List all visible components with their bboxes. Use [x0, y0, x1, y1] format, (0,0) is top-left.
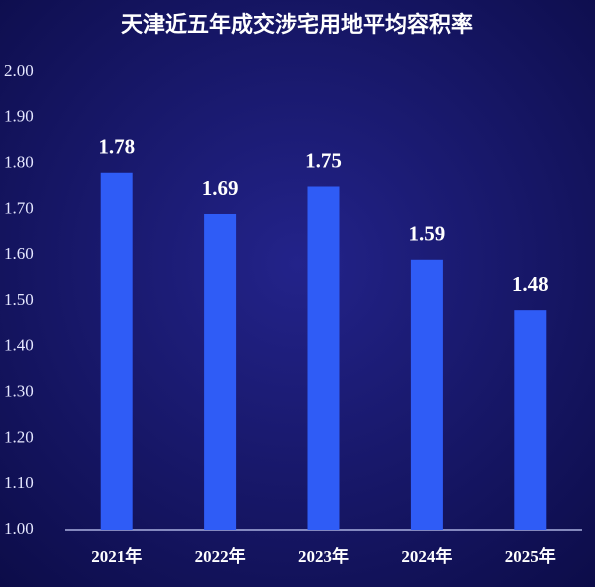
y-tick-label: 2.00	[4, 61, 34, 80]
value-label: 1.69	[202, 176, 239, 200]
bar	[410, 259, 443, 530]
bar	[514, 310, 547, 530]
x-tick-label: 2023年	[298, 546, 349, 566]
y-tick-label: 1.10	[4, 473, 34, 492]
y-tick-label: 1.00	[4, 519, 34, 538]
value-label: 1.75	[305, 148, 342, 172]
y-tick-label: 1.70	[4, 198, 34, 217]
x-tick-label: 2022年	[195, 546, 246, 566]
bar	[307, 186, 340, 530]
x-tick-label: 2025年	[505, 546, 556, 566]
value-label: 1.48	[512, 272, 549, 296]
y-tick-label: 1.80	[4, 153, 34, 172]
y-tick-label: 1.30	[4, 382, 34, 401]
bar	[100, 172, 133, 530]
y-tick-label: 1.90	[4, 107, 34, 126]
value-label: 1.59	[409, 222, 446, 246]
bar	[204, 213, 237, 531]
y-tick-label: 1.50	[4, 290, 34, 309]
y-tick-label: 1.40	[4, 336, 34, 355]
y-tick-label: 1.20	[4, 427, 34, 446]
y-tick-label: 1.60	[4, 244, 34, 263]
chart-title: 天津近五年成交涉宅用地平均容积率	[121, 12, 473, 38]
value-label: 1.78	[98, 135, 135, 159]
x-tick-label: 2021年	[91, 546, 142, 566]
x-tick-label: 2024年	[401, 546, 452, 566]
